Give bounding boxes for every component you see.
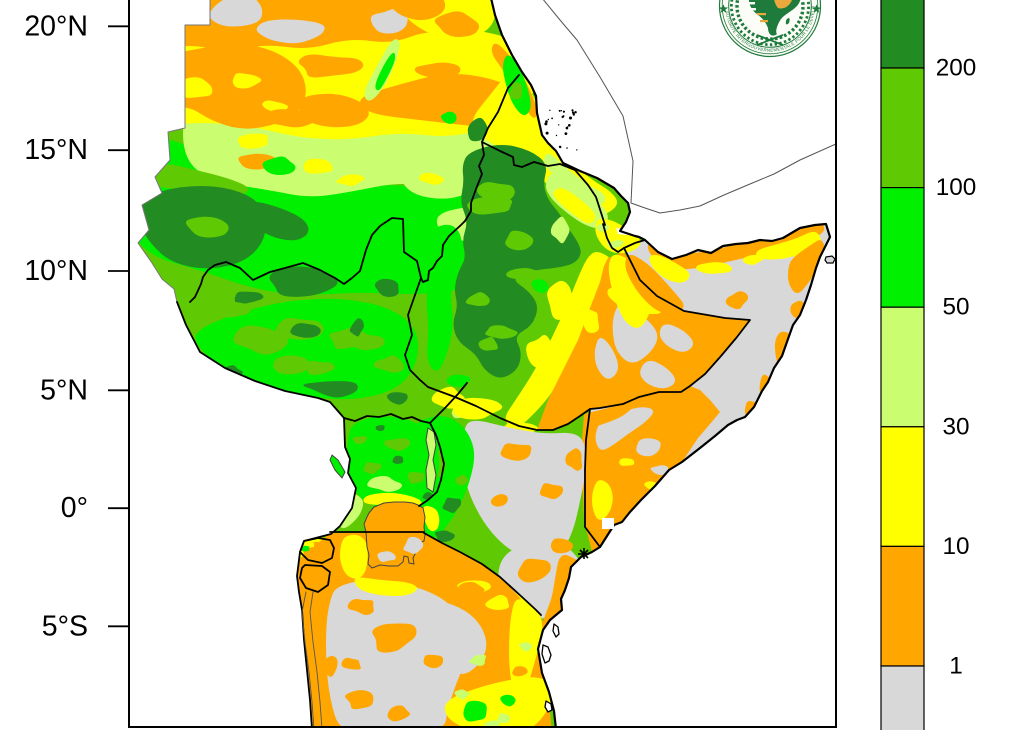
svg-text:10°N: 10°N <box>24 255 88 287</box>
svg-text:200: 200 <box>936 55 977 82</box>
svg-text:0°: 0° <box>61 492 88 524</box>
svg-text:50: 50 <box>942 294 969 321</box>
svg-text:30: 30 <box>942 413 969 440</box>
svg-text:5°N: 5°N <box>40 374 88 406</box>
svg-text:10: 10 <box>942 533 969 560</box>
svg-text:15°N: 15°N <box>24 134 88 166</box>
svg-text:100: 100 <box>936 174 977 201</box>
svg-text:5°S: 5°S <box>42 610 88 642</box>
svg-text:20°N: 20°N <box>24 10 88 42</box>
svg-text:1: 1 <box>949 653 963 680</box>
